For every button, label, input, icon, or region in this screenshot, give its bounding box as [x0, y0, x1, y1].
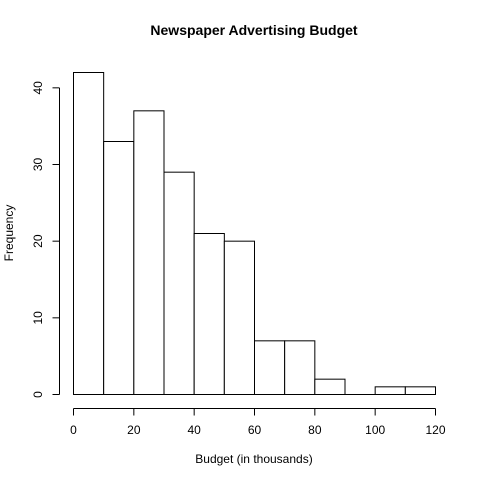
histogram-bar — [193, 233, 225, 395]
y-tick-label: 40 — [31, 81, 45, 95]
y-tick-label: 10 — [31, 311, 45, 325]
x-tick-label: 0 — [70, 423, 77, 437]
y-axis-label: Frequency — [2, 205, 16, 262]
histogram-bar — [314, 378, 346, 395]
histogram-bar — [223, 240, 255, 395]
histogram-bar — [404, 386, 437, 396]
x-tick-label: 40 — [187, 423, 201, 437]
histogram-bar — [73, 72, 105, 395]
x-tick-label: 20 — [127, 423, 141, 437]
x-tick-label: 100 — [365, 423, 385, 437]
y-tick-label: 0 — [31, 391, 45, 398]
histogram-bar — [374, 386, 406, 396]
histogram-bar — [163, 171, 195, 395]
x-tick-label: 120 — [425, 423, 445, 437]
histogram-bar — [103, 141, 135, 395]
x-tick-label: 60 — [248, 423, 262, 437]
x-axis: 0 20 40 60 80 100 120 — [70, 408, 446, 437]
bars-group — [73, 72, 437, 396]
histogram-bar — [254, 340, 286, 396]
y-tick-label: 20 — [31, 234, 45, 248]
x-axis-label: Budget (in thousands) — [195, 452, 312, 466]
histogram-bar — [284, 340, 316, 396]
y-tick-label: 30 — [31, 158, 45, 172]
y-axis: 0 10 20 30 40 — [31, 81, 60, 398]
x-tick-label: 80 — [308, 423, 322, 437]
chart-title: Newspaper Advertising Budget — [150, 22, 358, 38]
histogram-bar — [133, 110, 165, 395]
